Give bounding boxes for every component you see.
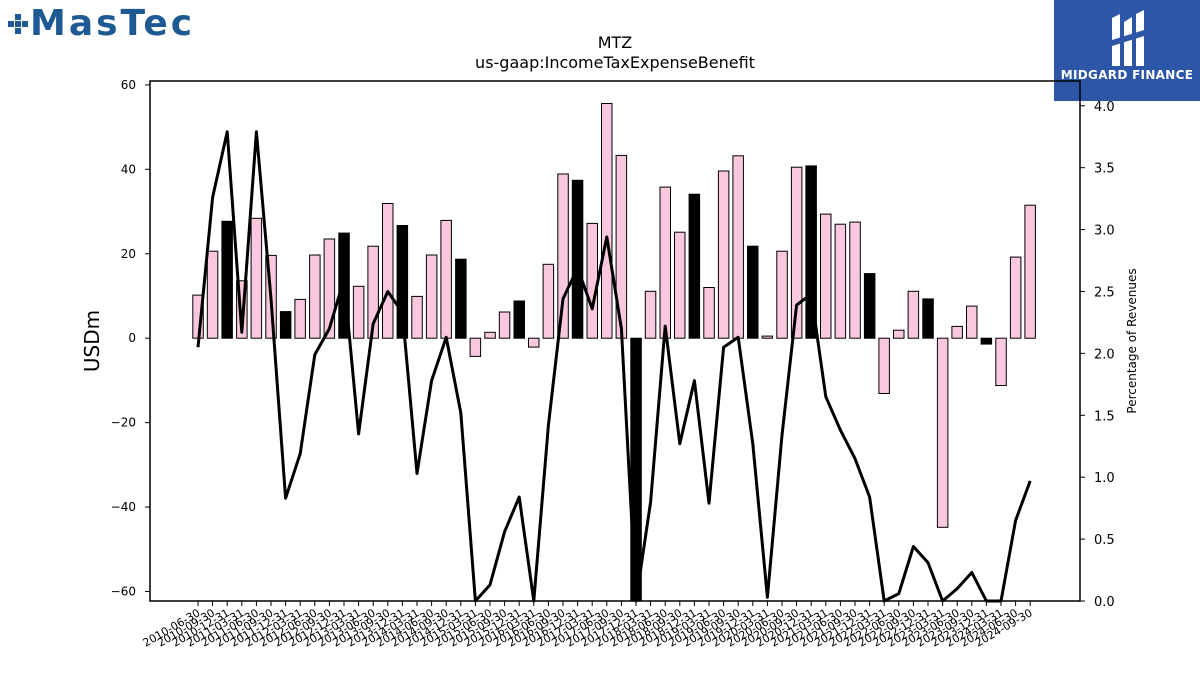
bar [995, 337, 1007, 387]
company-logo-text: MasTec [30, 3, 196, 44]
mastec-dots-icon [8, 14, 28, 34]
bar [747, 245, 759, 339]
midgard-emblem-icon [1112, 10, 1144, 66]
y2-tick-label: 0.0 [1094, 595, 1115, 610]
y-tick-label: −20 [111, 416, 136, 430]
bar [542, 263, 555, 339]
bar [820, 213, 832, 339]
bar [849, 221, 861, 339]
bar [834, 223, 847, 339]
bar [630, 337, 642, 602]
y2-tick-label: 4.0 [1094, 100, 1115, 115]
bar [469, 337, 482, 357]
bar [206, 250, 219, 339]
line-layer [196, 130, 1032, 603]
chart-subtitle: us-gaap:IncomeTaxExpenseBenefit [475, 53, 755, 72]
y-tick-label: −40 [111, 500, 136, 514]
bar [922, 298, 934, 339]
y-tick-label: −60 [111, 585, 136, 599]
bar [221, 220, 233, 339]
bar [966, 305, 978, 339]
y2-tick-label: 2.5 [1094, 285, 1115, 300]
bar [732, 155, 744, 339]
bar [513, 300, 525, 339]
bar [586, 222, 598, 339]
bars-layer [192, 103, 1036, 602]
bar [309, 254, 321, 339]
bar [805, 165, 817, 339]
bar [601, 103, 613, 339]
y2-tick-label: 3.5 [1094, 162, 1115, 177]
bar [644, 290, 657, 339]
percentage-line [196, 130, 1032, 603]
bar [893, 329, 905, 339]
bar [557, 173, 569, 339]
chart-title: MTZ [598, 33, 633, 52]
y-tick-label: 0 [128, 331, 136, 345]
bar [236, 280, 248, 339]
y2-tick-label: 0.5 [1094, 533, 1115, 548]
bar [250, 217, 263, 339]
bar [1024, 204, 1036, 339]
bar [776, 250, 788, 339]
bar [936, 337, 949, 528]
y2-tick-label: 3.0 [1094, 224, 1115, 239]
bar [440, 219, 452, 339]
y2-tick-label: 1.0 [1094, 471, 1115, 486]
bar [1009, 256, 1022, 339]
y-tick-label: 40 [121, 162, 136, 176]
bar [528, 337, 540, 348]
bar [863, 273, 876, 339]
bar [717, 170, 730, 339]
sponsor-logo-text: MIDGARD FINANCE [1060, 68, 1194, 82]
bar [455, 258, 467, 339]
y-tick-label: 20 [121, 247, 136, 261]
bar [659, 186, 671, 339]
bar [688, 193, 701, 339]
bar [279, 311, 292, 339]
bar [790, 166, 803, 339]
bar [703, 287, 715, 339]
sponsor-logo: MIDGARD FINANCE [1054, 0, 1200, 101]
bar [367, 245, 379, 339]
bar [571, 179, 584, 339]
y2-tick-label: 2.0 [1094, 347, 1115, 362]
y-tick-label: 60 [121, 78, 136, 92]
bar [294, 298, 306, 339]
bar [498, 311, 511, 339]
bar [980, 337, 993, 345]
bar [907, 290, 920, 339]
y2-axis-label: Percentage of Revenues [1125, 268, 1139, 413]
bar [951, 325, 963, 339]
mastec-logo: MasTec [8, 4, 195, 44]
bar [382, 203, 394, 339]
bar [425, 254, 438, 339]
bar [323, 238, 336, 339]
y-axis-label: USDm [80, 310, 104, 372]
bar [674, 231, 686, 339]
bar [396, 225, 409, 339]
bar [484, 331, 496, 339]
bar [761, 335, 774, 339]
y2-tick-label: 1.5 [1094, 409, 1115, 424]
plot-frame [149, 80, 1081, 602]
bar [878, 337, 890, 395]
bar [352, 285, 365, 339]
axes-layer: −60 −40 −20 0 20 40 60 0.0 0.5 1.0 1.5 2.0 2.5 3.0 3.5… [111, 78, 1115, 650]
bar [411, 295, 423, 339]
